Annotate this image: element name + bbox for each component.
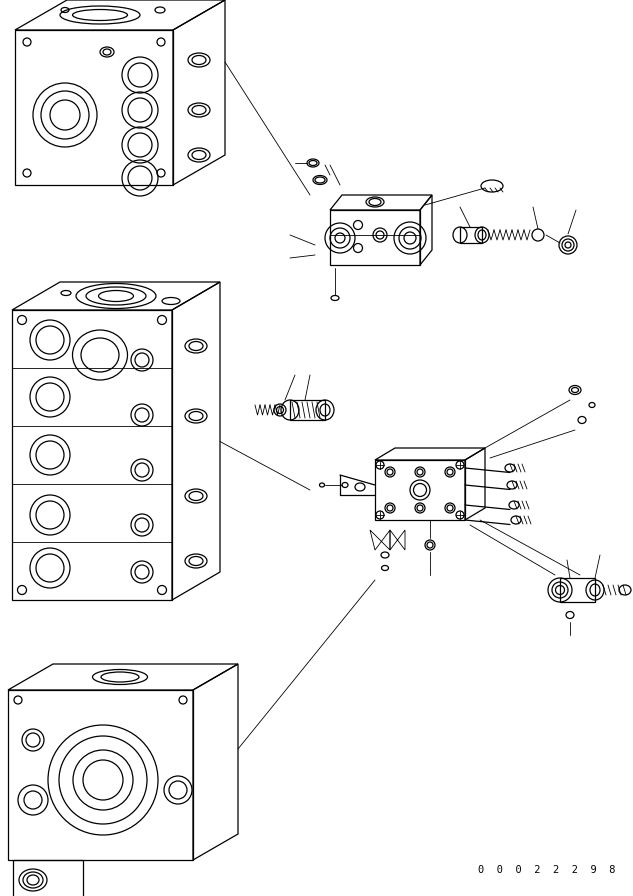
Text: 0  0  0  2  2  2  9  8: 0 0 0 2 2 2 9 8 bbox=[477, 865, 615, 875]
